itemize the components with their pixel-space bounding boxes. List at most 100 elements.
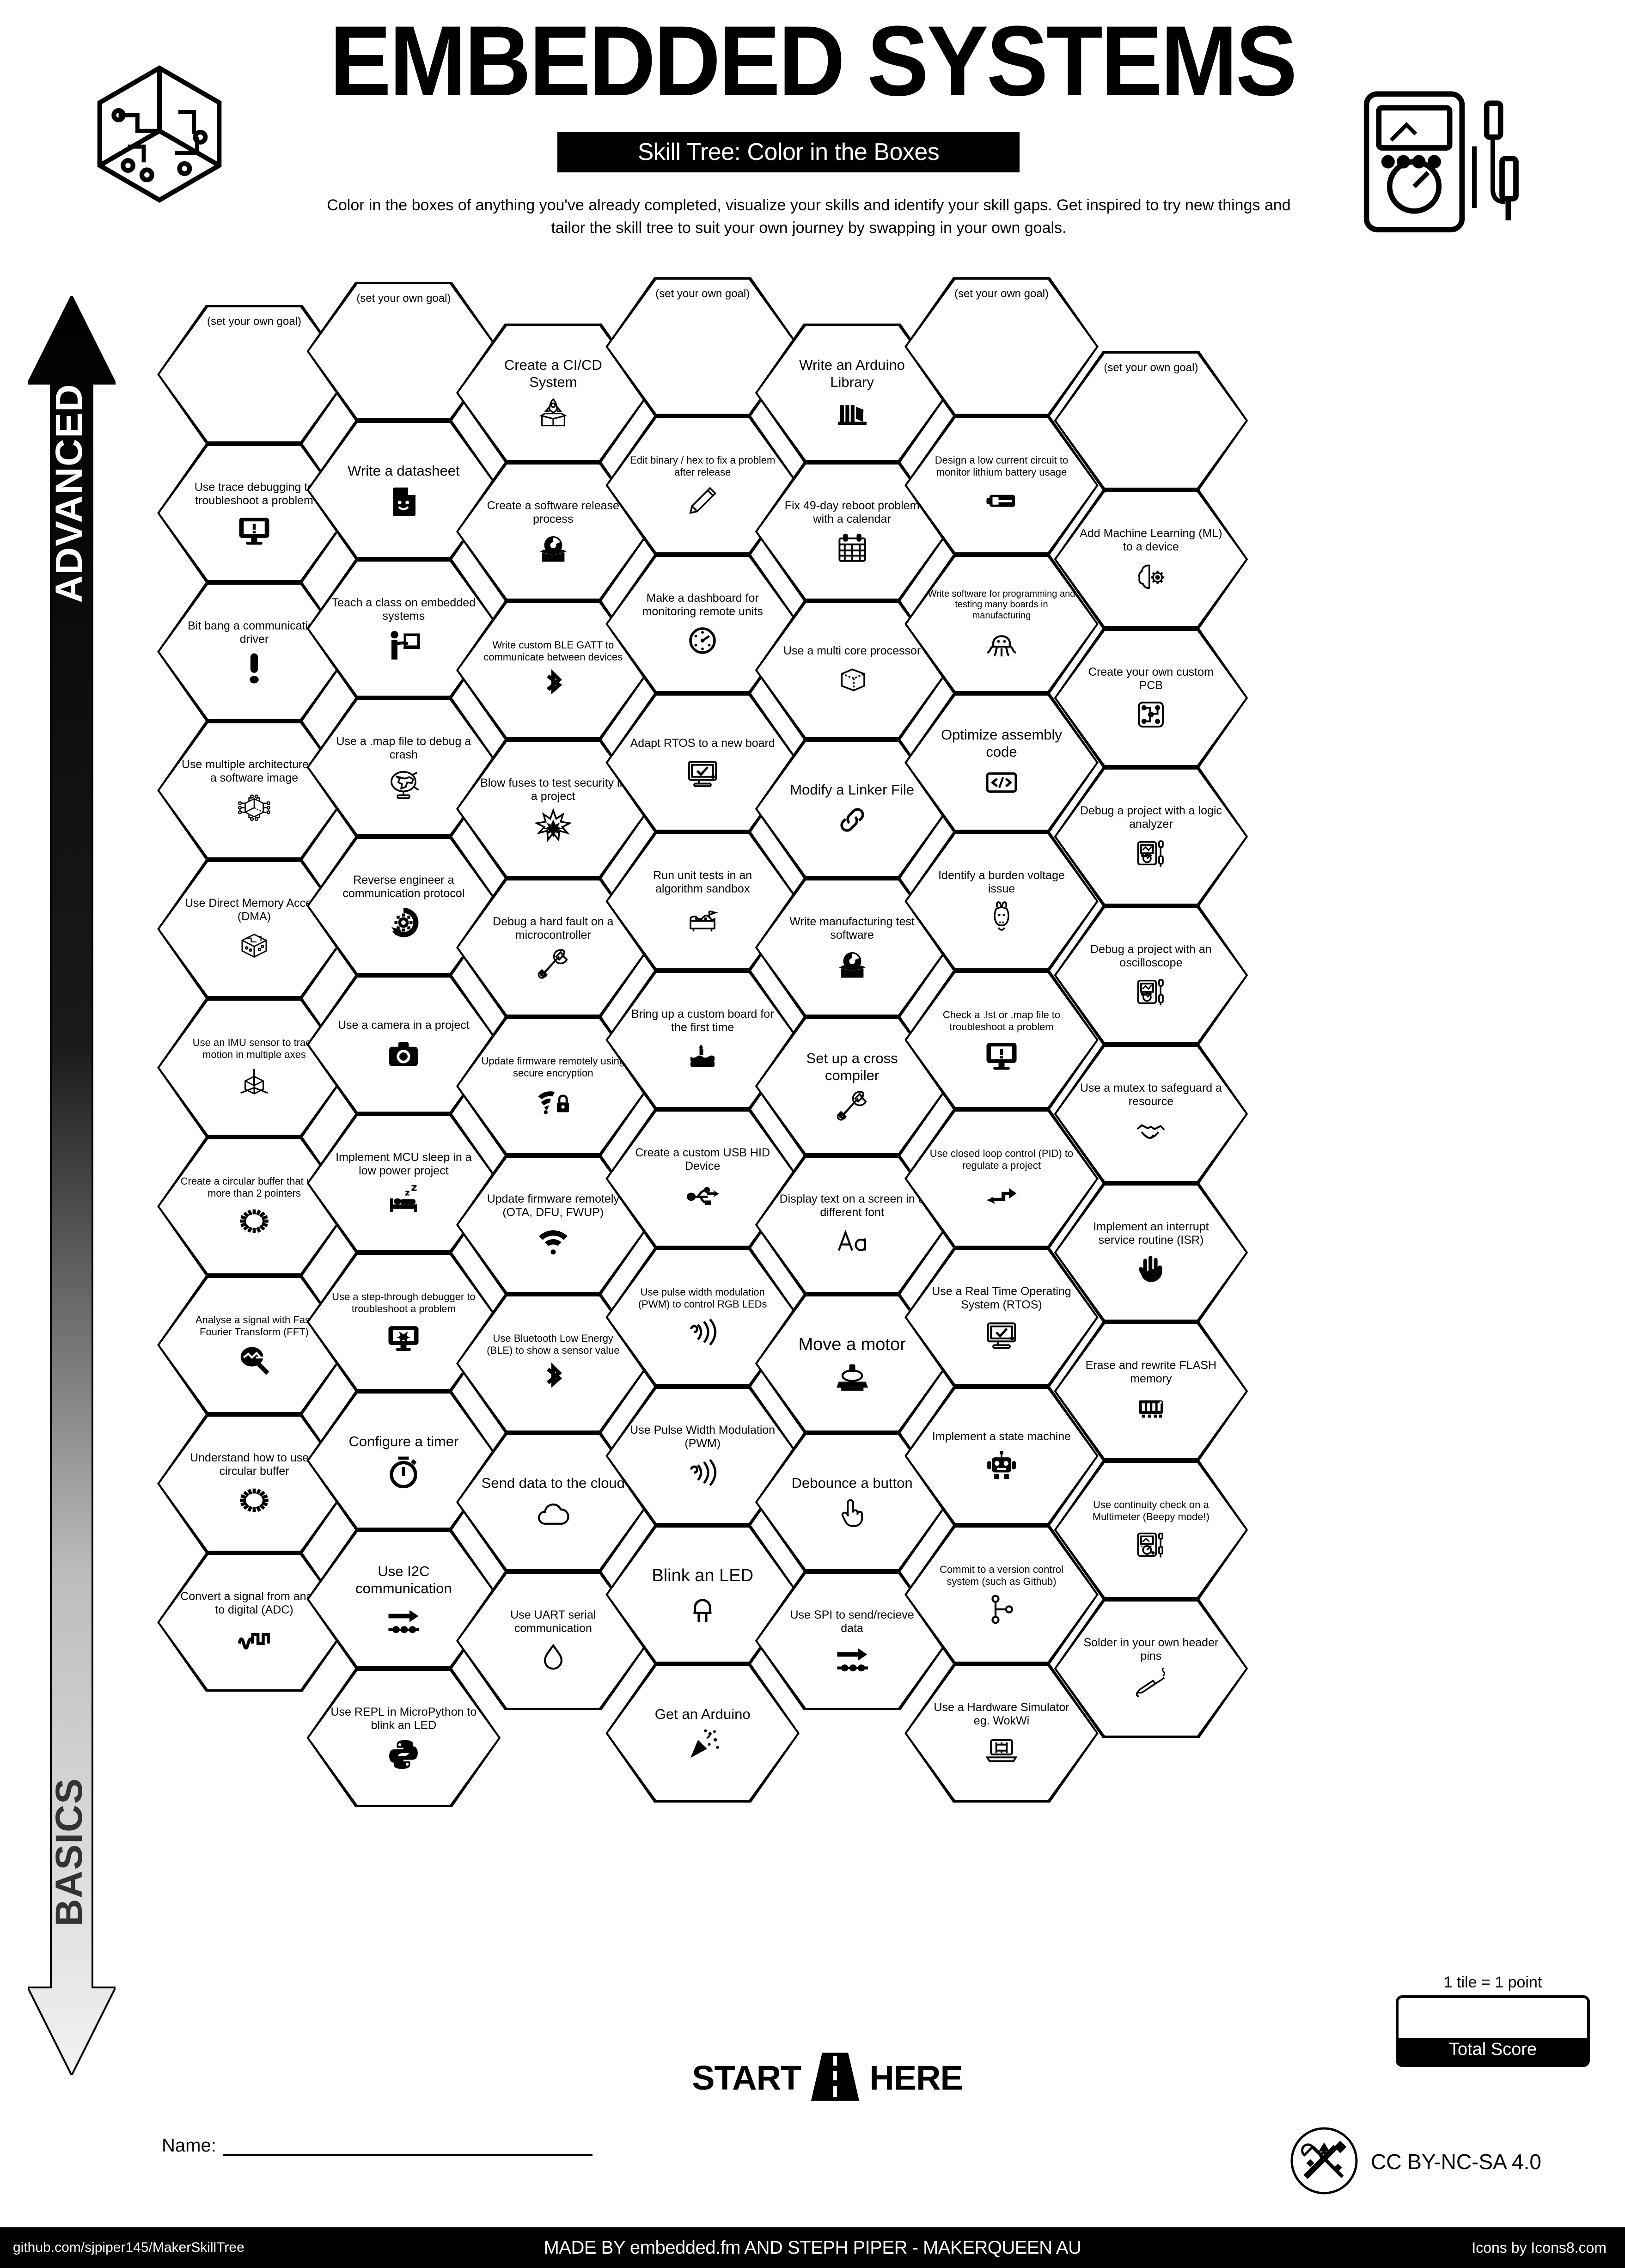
skill-tile-label: Use a Real Time Operating System (RTOS) — [932, 1284, 1071, 1312]
skill-tile-label: Use a camera in a project — [337, 1019, 470, 1032]
skill-tile[interactable]: Design a low current circuit to monitor … — [904, 416, 1099, 555]
skill-tile-label: Identify a burden voltage issue — [938, 868, 1065, 896]
skill-tile[interactable]: Optimize assembly code — [904, 693, 1099, 832]
skill-tile-label: Use an IMU sensor to track motion in mul… — [192, 1037, 316, 1060]
skill-tile[interactable]: Create a circular buffer that uses more … — [157, 1137, 351, 1276]
skill-tile-label: Write an Arduino Library — [799, 357, 905, 390]
maker-badge-icon — [1289, 2126, 1359, 2197]
svg-text:z: z — [411, 1182, 417, 1194]
skill-tile[interactable]: Use continuity check on a Multimeter (Be… — [1054, 1461, 1248, 1599]
subtitle-text: Skill Tree: Color in the Boxes — [637, 139, 940, 165]
ring-buffer-icon — [236, 1203, 272, 1239]
brain-gear-icon — [1133, 558, 1169, 594]
usb-icon — [684, 1177, 721, 1213]
skill-tile-label: Create a custom USB HID Device — [635, 1146, 770, 1173]
skill-tile[interactable]: Convert a signal from analog to digital … — [157, 1553, 351, 1692]
skill-tile-label: Create a circular buffer that uses more … — [180, 1175, 328, 1199]
hand-stop-icon — [1133, 1251, 1169, 1287]
skill-tile[interactable]: Debug a project with a logic analyzer — [1054, 767, 1248, 906]
skill-tile-label: Modify a Linker File — [790, 781, 914, 798]
skill-tile[interactable]: Add Machine Learning (ML) to a device — [1054, 490, 1248, 629]
cake-icon — [684, 1039, 721, 1075]
skill-tile[interactable]: (set your own goal) — [1054, 351, 1248, 490]
skill-tile-label: Use pulse width modulation (PWM) to cont… — [638, 1286, 767, 1310]
skill-tile-label: Edit binary / hex to fix a problem after… — [630, 454, 776, 478]
skill-tile[interactable]: Use a camera in a project — [306, 975, 501, 1114]
bluetooth-icon — [535, 1360, 571, 1396]
skill-tile-label: Use SPI to send/recieve data — [790, 1608, 914, 1635]
skill-tile[interactable]: Display text on a screen in a different … — [755, 1155, 949, 1294]
teacher-board-icon — [385, 627, 422, 663]
skill-tile[interactable]: Create your own custom PCB — [1054, 629, 1248, 767]
name-field-row[interactable]: Name: — [162, 2135, 593, 2156]
skill-tile-label: Debug a hard fault on a microcontroller — [493, 915, 614, 942]
skill-tile[interactable]: Implement an interrupt service routine (… — [1054, 1183, 1248, 1322]
skill-tile-label: Run unit tests in an algorithm sandbox — [653, 868, 752, 896]
subtitle-banner: Skill Tree: Color in the Boxes — [557, 132, 1020, 172]
skill-tile-label: Use a Hardware Simulator eg. WokWi — [934, 1700, 1069, 1728]
skill-tile[interactable]: Get an Arduino — [605, 1664, 800, 1803]
skill-tile-label: Use trace debugging to troubleshoot a pr… — [194, 480, 314, 507]
skill-tile[interactable]: Identify a burden voltage issue — [904, 832, 1099, 971]
skill-tile[interactable]: Use a Hardware Simulator eg. WokWi — [904, 1664, 1099, 1803]
total-score-widget[interactable]: 1 tile = 1 point Total Score — [1396, 1974, 1590, 2067]
exclamation-icon — [236, 650, 272, 686]
footer-github-link[interactable]: github.com/sjpiper145/MakerSkillTree — [13, 2240, 244, 2255]
skill-tile[interactable]: Use an IMU sensor to track motion in mul… — [157, 998, 351, 1137]
pencil-icon — [684, 482, 721, 518]
name-label: Name: — [162, 2135, 216, 2156]
footer-icons-credit[interactable]: Icons by Icons8.com — [1472, 2239, 1607, 2256]
skill-tile-label: Use continuity check on a Multimeter (Be… — [1092, 1499, 1210, 1522]
skill-tile[interactable]: Use a mutex to safeguard a resource — [1054, 1045, 1248, 1183]
license-row: CC BY-NC-SA 4.0 — [1289, 2126, 1541, 2197]
score-box[interactable]: Total Score — [1396, 1995, 1590, 2067]
sleep-bed-icon: z z — [385, 1182, 422, 1218]
skill-tile-label: Use UART serial communication — [510, 1608, 596, 1635]
here-label: HERE — [869, 2058, 963, 2097]
signal-waves-icon — [684, 1455, 721, 1491]
score-input[interactable] — [1399, 1998, 1587, 2038]
analyzer-icon — [1133, 974, 1169, 1010]
skill-tile[interactable]: Run unit tests in an algorithm sandbox — [605, 832, 800, 971]
books-icon — [834, 395, 870, 431]
skill-tile[interactable]: Use Direct Memory Access (DMA) — [157, 860, 351, 998]
skill-tile[interactable]: (set your own goal) — [904, 277, 1099, 416]
skill-tile[interactable]: Implement a state machine — [904, 1387, 1099, 1525]
document-icon — [385, 483, 422, 519]
skill-tile[interactable]: Use trace debugging to troubleshoot a pr… — [157, 444, 351, 582]
monitor-check-icon — [984, 1316, 1020, 1352]
skill-tile[interactable]: Write software for programming and testi… — [904, 555, 1099, 693]
skill-tile[interactable]: Blow fuses to test security in a project — [456, 740, 650, 878]
skill-tile[interactable]: Analyse a signal with Fast Fourier Trans… — [157, 1276, 351, 1414]
skill-tile[interactable]: Edit binary / hex to fix a problem after… — [605, 416, 800, 555]
code-brackets-icon — [984, 764, 1020, 801]
skill-tile-label: Create a software release process — [487, 499, 619, 526]
skill-tile-label: Get an Arduino — [654, 1706, 751, 1722]
skill-tile[interactable]: Use a Real Time Operating System (RTOS) — [904, 1248, 1099, 1387]
multimeter-icon — [1133, 1527, 1169, 1563]
skill-tile[interactable]: Use multiple architectures in a software… — [157, 721, 351, 860]
spi-bus-icon — [834, 1639, 870, 1675]
monitor-alert-icon — [236, 512, 272, 548]
donkey-icon — [984, 900, 1020, 936]
score-label: Total Score — [1399, 2038, 1587, 2064]
skill-tile[interactable]: Debug a project with an oscilloscope — [1054, 906, 1248, 1045]
skill-tile[interactable]: (set your own goal) — [157, 305, 351, 444]
skill-tile[interactable]: Implement MCU sleep in a low power proje… — [306, 1114, 501, 1253]
skill-tile-label: Implement an interrupt service routine (… — [1093, 1220, 1209, 1247]
skill-tile[interactable]: Check a .lst or .map file to troubleshoo… — [904, 971, 1099, 1109]
skill-tile[interactable]: Bit bang a communication driver — [157, 582, 351, 721]
skill-tile[interactable]: Use closed loop control (PID) to regulat… — [904, 1109, 1099, 1248]
skill-tile[interactable]: Use REPL in MicroPython to blink an LED — [306, 1669, 501, 1807]
intro-blurb: Color in the boxes of anything you've al… — [327, 196, 1291, 237]
skill-tile-label: Reverse engineer a communication protoco… — [342, 873, 465, 900]
motor-icon — [834, 1358, 870, 1394]
name-input-line[interactable] — [222, 2153, 593, 2156]
skill-tile[interactable]: Understand how to use a circular buffer — [157, 1414, 351, 1553]
analyzer-icon — [1133, 835, 1169, 871]
skill-tile-label: (set your own goal) — [1104, 361, 1198, 374]
skill-tile[interactable]: Erase and rewrite FLASH memory — [1054, 1322, 1248, 1461]
skill-tile[interactable]: Commit to a version control system (such… — [904, 1525, 1099, 1664]
skill-tile[interactable]: Solder in your own header pins — [1054, 1599, 1248, 1738]
skill-tile-label: Check a .lst or .map file to troubleshoo… — [942, 1009, 1061, 1033]
